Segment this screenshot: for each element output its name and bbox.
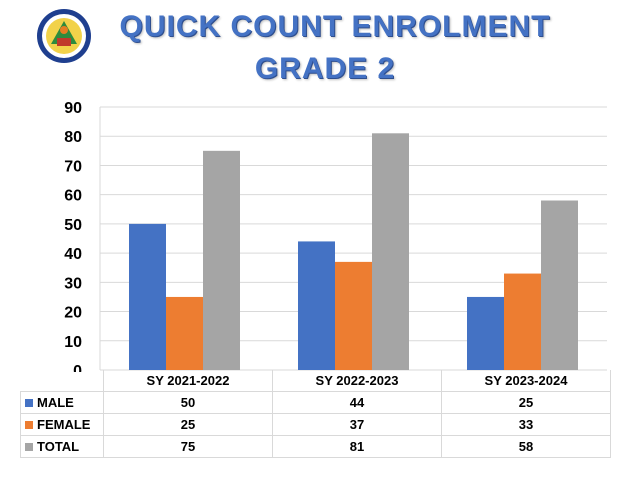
table-header-row: SY 2021-2022 SY 2022-2023 SY 2023-2024 bbox=[20, 370, 611, 392]
male-legend-key bbox=[25, 398, 33, 407]
bar-total-1 bbox=[203, 150, 240, 370]
data-cell: 81 bbox=[272, 435, 442, 458]
series-label: TOTAL bbox=[37, 439, 80, 454]
table-row-female: FEMALE 25 37 33 bbox=[20, 413, 611, 436]
y-tick-label: 30 bbox=[64, 275, 82, 292]
school-logo bbox=[37, 9, 91, 63]
data-cell: 37 bbox=[272, 413, 442, 436]
y-tick-label: 70 bbox=[64, 158, 82, 175]
series-label: MALE bbox=[37, 395, 74, 410]
table-row-male: MALE 50 44 25 bbox=[20, 391, 611, 414]
y-tick-label: 90 bbox=[64, 100, 82, 117]
bar-female-3 bbox=[504, 273, 541, 370]
y-tick-label: 50 bbox=[64, 217, 82, 234]
category-label: SY 2023-2024 bbox=[441, 370, 611, 392]
data-cell: 25 bbox=[103, 413, 273, 436]
data-cell: 75 bbox=[103, 435, 273, 458]
series-label: FEMALE bbox=[37, 417, 91, 432]
y-tick-label: 60 bbox=[64, 188, 82, 205]
bar-female-2 bbox=[335, 261, 372, 370]
female-legend-key bbox=[25, 420, 33, 429]
data-cell: 25 bbox=[441, 391, 611, 414]
data-cell: 44 bbox=[272, 391, 442, 414]
category-label: SY 2021-2022 bbox=[103, 370, 273, 392]
bar-total-2 bbox=[372, 133, 409, 370]
data-cell: 50 bbox=[103, 391, 273, 414]
bar-male-3 bbox=[467, 296, 504, 370]
data-cell: 33 bbox=[441, 413, 611, 436]
bar-total-3 bbox=[541, 200, 578, 370]
data-cell: 58 bbox=[441, 435, 611, 458]
bar-female-1 bbox=[166, 296, 203, 370]
chart-title-line2: GRADE 2 bbox=[254, 52, 396, 85]
data-table: SY 2021-2022 SY 2022-2023 SY 2023-2024 M… bbox=[20, 370, 611, 458]
y-tick-label: 40 bbox=[64, 246, 82, 263]
table-row-total: TOTAL 75 81 58 bbox=[20, 435, 611, 458]
y-tick-label: 0 bbox=[73, 363, 82, 372]
y-tick-label: 10 bbox=[64, 334, 82, 351]
chart-title-line1: QUICK COUNT ENROLMENT bbox=[119, 10, 551, 43]
bar-male-1 bbox=[129, 223, 166, 370]
total-legend-key bbox=[25, 442, 33, 451]
y-tick-label: 80 bbox=[64, 129, 82, 146]
bar-chart: 0 10 20 30 40 50 60 70 80 90 bbox=[64, 100, 607, 372]
bar-male-2 bbox=[298, 241, 335, 370]
category-label: SY 2022-2023 bbox=[272, 370, 442, 392]
y-tick-label: 20 bbox=[64, 305, 82, 322]
